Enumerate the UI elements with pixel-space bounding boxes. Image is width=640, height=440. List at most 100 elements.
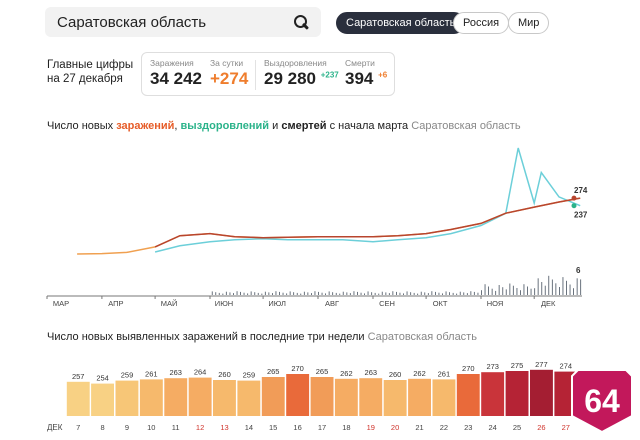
death-bar — [544, 285, 546, 295]
day-tick-label: 9 — [125, 423, 129, 432]
month-tick-label: МАР — [53, 299, 69, 308]
chart2-title-region: Саратовская область — [367, 331, 477, 343]
death-bar — [311, 293, 312, 295]
death-bar — [562, 277, 564, 295]
infections-trend-line — [154, 197, 581, 248]
daily-cases-bar — [359, 378, 383, 416]
death-bar — [349, 293, 351, 295]
death-bar — [431, 291, 433, 295]
death-bar — [417, 293, 419, 295]
daily-cases-bar — [91, 383, 114, 416]
stat-daily-value: +274 — [210, 69, 249, 88]
death-bar — [541, 282, 543, 295]
death-bar — [385, 292, 387, 295]
stat-recovered-delta: +237 — [320, 70, 339, 80]
daily-cases-bar — [188, 377, 212, 416]
chart1-title-prefix: Число новых — [47, 120, 117, 132]
logo-text: 64 — [584, 383, 620, 419]
death-bar — [364, 293, 365, 295]
death-bar — [325, 293, 326, 295]
death-bar — [569, 284, 571, 295]
death-bar — [456, 293, 458, 295]
death-bar — [527, 286, 528, 295]
stat-recovered-label: Выздоровления — [264, 58, 327, 68]
recoveries-end-label: 237 — [574, 211, 588, 220]
death-bar — [466, 293, 468, 295]
death-bar — [318, 291, 319, 295]
stat-infections-label: Заражения — [150, 58, 194, 68]
daily-cases-bar — [383, 380, 407, 416]
bar-value-label: 274 — [560, 362, 573, 371]
death-bar — [353, 291, 355, 295]
death-bar — [509, 283, 511, 295]
death-bar — [328, 291, 330, 295]
death-bar — [473, 291, 475, 295]
chart1-title-comma: , — [174, 120, 181, 132]
three-weeks-bar-chart: 257 254 259 261 263 264 260 259 265 270 265 262 263 2… — [47, 360, 578, 432]
recoveries-end-point — [571, 203, 577, 209]
tab-world[interactable]: Мир — [508, 12, 550, 34]
bar-value-label: 262 — [413, 369, 426, 378]
chart2-title: Число новых выявленных заражений в после… — [47, 331, 477, 343]
death-bar — [435, 291, 436, 295]
bar-value-label: 275 — [511, 361, 524, 370]
bar-value-label: 254 — [96, 374, 109, 383]
death-bar — [261, 293, 263, 295]
death-bar — [332, 292, 334, 295]
bar-value-label: 260 — [218, 370, 231, 379]
bar-value-label: 261 — [145, 369, 158, 378]
daily-cases-bar — [334, 378, 358, 416]
death-bar — [378, 293, 380, 295]
death-bar — [236, 291, 238, 295]
death-bar — [452, 292, 454, 295]
daily-cases-bar — [286, 374, 310, 416]
chart1-title-infections: заражений — [116, 120, 175, 132]
death-bar — [254, 292, 256, 295]
death-bar — [520, 290, 521, 295]
death-bar — [442, 293, 443, 295]
death-bar — [300, 293, 302, 295]
tab-russia[interactable]: Россия — [453, 12, 510, 34]
stat-daily-label: За сутки — [210, 58, 244, 68]
death-bar — [534, 288, 536, 295]
death-bar — [215, 292, 217, 295]
death-bar — [392, 291, 394, 295]
death-bar — [537, 278, 539, 295]
day-tick-label: 13 — [220, 423, 228, 432]
infections-end-label: 274 — [574, 186, 588, 195]
recoveries-line — [154, 147, 581, 253]
day-tick-label: 21 — [415, 423, 423, 432]
death-bar — [420, 291, 422, 295]
death-bar — [548, 275, 550, 295]
stat-recovered: Выздоровления 29 280 +237 — [264, 58, 339, 89]
death-bar — [360, 292, 362, 295]
day-tick-label: 20 — [391, 423, 399, 432]
death-bar — [459, 291, 461, 295]
death-bar — [289, 291, 291, 295]
search-icon[interactable] — [293, 14, 309, 30]
chart2-title-prefix: Число новых выявленных заражений в после… — [47, 331, 368, 343]
chart2-month-label: ДЕК — [47, 423, 63, 432]
death-bar — [481, 290, 482, 295]
search-input[interactable]: Саратовская область — [45, 7, 321, 37]
site-logo: 64 — [570, 366, 634, 434]
bar-value-label: 265 — [267, 367, 280, 376]
daily-cases-bar — [261, 377, 285, 416]
chart1-title-suffix: с начала марта — [326, 120, 412, 132]
death-bar — [491, 288, 493, 295]
stat-daily: За сутки +274 — [210, 58, 248, 89]
daily-cases-bar — [213, 380, 236, 416]
daily-cases-bar — [432, 379, 456, 416]
tab-saratov-region[interactable]: Саратовская область — [336, 12, 466, 34]
death-bar — [303, 291, 305, 295]
day-tick-label: 19 — [367, 423, 375, 432]
death-bar — [257, 292, 259, 295]
death-bar — [381, 291, 383, 295]
stat-deaths: Смерти 394 +6 — [345, 58, 387, 89]
daily-cases-bar — [408, 378, 431, 416]
day-tick-label: 18 — [342, 423, 350, 432]
day-tick-label: 22 — [440, 423, 448, 432]
bar-value-label: 270 — [462, 364, 475, 373]
stat-recovered-value-row: 29 280 +237 — [264, 69, 339, 89]
bar-value-label: 264 — [194, 368, 207, 377]
